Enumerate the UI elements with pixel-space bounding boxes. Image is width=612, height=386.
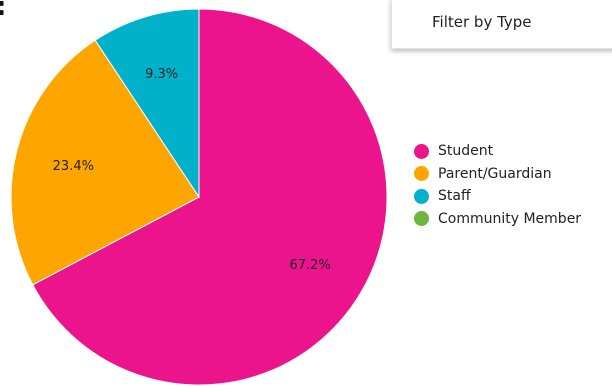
pie-slice-parent-guardian[interactable] — [10, 39, 200, 286]
legend-swatch — [414, 211, 429, 227]
pie-slice-student[interactable] — [32, 8, 388, 386]
legend-swatch — [414, 143, 429, 159]
legend-item[interactable]: Staff — [414, 185, 581, 208]
legend-label: Community Member — [438, 210, 582, 227]
legend-label: Parent/Guardian — [438, 165, 552, 182]
slice-value-label: 23.4% — [53, 159, 94, 174]
legend-swatch — [414, 188, 429, 204]
slice-value-label: 9.3% — [145, 67, 178, 82]
legend-label: Staff — [438, 188, 471, 205]
legend-item[interactable]: Student — [414, 140, 581, 163]
pie-slices — [10, 8, 388, 386]
chart-legend: Student Parent/Guardian Staff Community Mem… — [414, 140, 581, 230]
legend-item[interactable]: Parent/Guardian — [414, 163, 581, 186]
filter-by-type-label: Filter by Type — [432, 13, 532, 31]
legend-swatch — [414, 166, 429, 182]
pie-slice-staff[interactable] — [94, 8, 200, 199]
pie-slice-labels: 67.2% 23.4% 9.3% — [53, 67, 331, 273]
filter-by-type-button[interactable]: Filter by Type — [391, 0, 612, 49]
legend-item[interactable]: Community Member — [414, 208, 581, 231]
truncated-title-colon: : — [0, 0, 6, 22]
slice-value-label: 67.2% — [289, 258, 330, 273]
legend-label: Student — [438, 143, 494, 160]
